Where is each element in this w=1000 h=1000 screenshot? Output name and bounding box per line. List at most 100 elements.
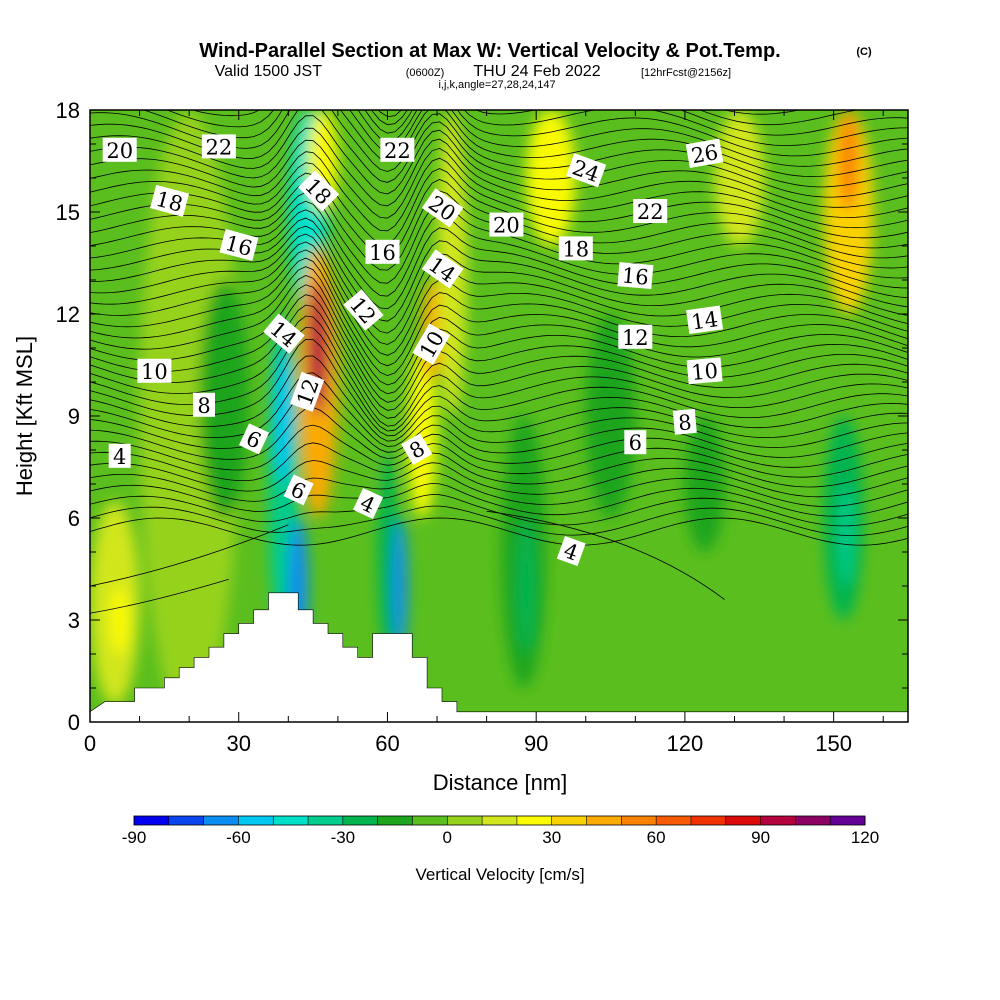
isentrope-line (90, 460, 908, 498)
contour-label: 6 (238, 423, 270, 455)
contour-label: 8 (401, 433, 433, 466)
contour-label-text: 20 (106, 139, 133, 163)
isentrope-line (90, 355, 908, 442)
isentrope-line (90, 275, 908, 395)
velocity-cell (109, 586, 130, 654)
terrain (90, 592, 908, 722)
contour-label-text: 4 (113, 445, 126, 469)
contour-label-box (556, 536, 586, 567)
contour-label-text: 14 (690, 307, 720, 334)
contour-label: 4 (108, 443, 131, 469)
velocity-cell (377, 450, 398, 654)
contour-label-text: 22 (384, 139, 411, 163)
contour-label: 14 (686, 305, 724, 335)
contour-label-text: 8 (677, 410, 692, 435)
contour-label-box (263, 313, 305, 354)
x-tick-label: 0 (84, 731, 96, 756)
contour-label-box (401, 433, 433, 466)
colorbar-segment (621, 816, 657, 825)
velocity-cell (585, 314, 636, 518)
contour-label-box (421, 249, 464, 289)
isentrope-line (377, 110, 860, 126)
colorbar-segment (656, 816, 692, 825)
x-tick-label: 120 (667, 731, 704, 756)
forecast-label: [12hrFcst@2156z] (641, 67, 731, 79)
isentrope-line (90, 257, 908, 377)
contour-label-box (558, 236, 593, 261)
contour-label: 24 (566, 153, 607, 188)
contour-label-box (633, 199, 668, 223)
contour-label-text: 8 (197, 394, 210, 418)
isentrope-line (90, 505, 908, 536)
contour-label-box (108, 443, 131, 468)
isentrope-line (90, 151, 908, 239)
x-tick-label: 30 (226, 731, 250, 756)
colorbar-tick-label: 0 (443, 828, 452, 847)
contour-label-box (412, 323, 451, 365)
contour-label-text: 6 (629, 431, 642, 455)
contour-label: 16 (219, 229, 259, 261)
contour-label: 16 (365, 239, 400, 265)
valid-date-label: THU 24 Feb 2022 (473, 63, 600, 80)
axes: 0 30 60 90 120 150 0 3 6 9 12 15 18 (56, 98, 908, 756)
colorbar-tick-label: 120 (851, 828, 879, 847)
isentrope-line (90, 284, 908, 403)
contour-label-box (624, 430, 647, 455)
contour-label-box (150, 184, 190, 217)
contour-label-text: 22 (206, 135, 233, 159)
x-tick-label: 150 (815, 731, 852, 756)
contour-label: 22 (380, 137, 415, 163)
contour-label-box (566, 153, 607, 188)
x-axis-label: Distance [nm] (433, 770, 568, 795)
contour-label-box (137, 358, 172, 383)
isentrope-line (90, 233, 908, 345)
isentrope-line (90, 315, 908, 427)
colorbar-segment (168, 816, 205, 825)
isentrope-line (723, 110, 801, 115)
contour-label-text: 10 (690, 359, 719, 385)
contour-label-box (421, 188, 464, 228)
contour-label-box (489, 212, 524, 237)
velocity-field (90, 110, 874, 722)
contour-label-text: 16 (621, 263, 650, 289)
contour-label: 6 (283, 474, 314, 506)
contour-label: 18 (150, 184, 190, 217)
contour-label-box (672, 408, 697, 435)
contour-label: 8 (672, 408, 697, 435)
contour-label-box (686, 357, 723, 385)
colorbar-segment (551, 816, 588, 825)
contour-label-box (193, 392, 215, 417)
valid-time-label: Valid 1500 JST (215, 63, 323, 80)
isentrope-line (486, 510, 725, 600)
velocity-cell (139, 110, 239, 722)
contour-label-box (283, 474, 314, 506)
y-tick-label: 3 (68, 608, 80, 633)
y-tick-label: 12 (56, 302, 80, 327)
colorbar-tick-label: -60 (226, 828, 251, 847)
contour-label-box (617, 262, 654, 290)
contour-label-box (365, 239, 400, 264)
colorbar-tick-label: -30 (331, 828, 356, 847)
copyright-mark: (C) (856, 46, 872, 58)
contour-label: 10 (137, 358, 172, 384)
contour-label: 8 (193, 392, 215, 418)
colorbar-segment (482, 816, 518, 825)
contour-label-text: 18 (562, 237, 589, 261)
isentrope-line (90, 517, 908, 546)
velocity-cell (714, 110, 765, 246)
contour-label-text: 16 (369, 241, 396, 265)
colorbar-segment (760, 816, 796, 825)
isentrope-line (165, 110, 908, 167)
contour-label: 20 (489, 212, 524, 238)
contour-label-box (352, 487, 384, 520)
contour-label: 20 (102, 137, 137, 163)
colorbar: -90 -60 -30 0 30 60 90 120 (122, 815, 879, 847)
isentrope-line (90, 338, 908, 437)
contour-label: 22 (201, 134, 236, 159)
isentrope-line (90, 294, 908, 411)
isentrope-line (90, 482, 908, 517)
valid-utc-label: (0600Z) (406, 67, 445, 79)
colorbar-tick-label: 60 (647, 828, 666, 847)
contour-label-box (290, 371, 325, 412)
